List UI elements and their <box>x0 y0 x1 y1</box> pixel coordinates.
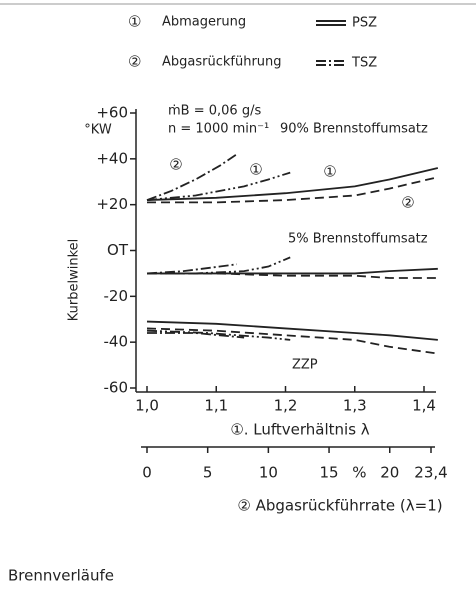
x2-tick-label: 10 <box>259 464 278 482</box>
legend-kind: TSZ <box>351 56 377 71</box>
x-tick-label: 1,0 <box>135 397 159 415</box>
data-line <box>146 167 439 201</box>
x-tick-label: 1,2 <box>274 397 298 415</box>
y-tick-label: -40 <box>104 333 129 351</box>
x2-tick-label: 0 <box>142 464 152 482</box>
legend-kind: PSZ <box>352 16 377 31</box>
y-tick-label: -20 <box>104 287 129 305</box>
legend-label: Abmagerung <box>162 15 246 30</box>
data-line <box>146 153 238 201</box>
y-tick-label: +60 <box>96 104 128 122</box>
y-unit: °KW <box>84 123 112 138</box>
curve-label: ① <box>323 163 336 181</box>
data-line <box>146 327 438 355</box>
y-tick-label: OT <box>107 241 129 259</box>
x-tick-label: 1,3 <box>343 397 367 415</box>
legend-number: ② <box>128 53 141 71</box>
curve-label: ① <box>249 161 262 179</box>
data-line <box>146 171 291 201</box>
annotation: ZZP <box>292 358 318 373</box>
legend-label: Abgasrückführung <box>162 55 282 70</box>
annotation: ṁB = 0,06 g/s <box>168 104 261 119</box>
x2-tick-label: 5 <box>203 464 213 482</box>
data-line <box>147 256 291 275</box>
data-line <box>147 176 439 204</box>
curve-label: ② <box>169 156 182 174</box>
y-axis-title: Kurbelwinkel <box>67 239 82 321</box>
x2-tick-label: 20 <box>380 464 399 482</box>
x-tick-label: 1,1 <box>204 397 228 415</box>
data-line <box>146 263 237 275</box>
x-tick-label: 1,4 <box>412 397 436 415</box>
caption: Brennverläufe <box>8 567 114 585</box>
annotation: n = 1000 min⁻¹ <box>168 122 269 137</box>
annotation: 90% Brennstoffumsatz <box>280 122 428 137</box>
data-line <box>147 272 438 279</box>
legend-number: ① <box>128 13 141 31</box>
x2-unit: % <box>352 464 366 482</box>
x2-axis-title: ② Abgasrückführrate (λ=1) <box>237 497 442 515</box>
y-tick-label: +40 <box>96 149 128 167</box>
x2-tick-label: 15 <box>320 464 339 482</box>
data-line <box>147 332 245 339</box>
curve-label: ② <box>401 194 414 212</box>
x2-tick-label: 23,4 <box>414 464 447 482</box>
data-line <box>146 320 438 341</box>
annotation: 5% Brennstoffumsatz <box>288 232 428 247</box>
y-tick-label: +20 <box>96 195 128 213</box>
data-line <box>146 329 291 341</box>
x-axis-title: ①. Luftverhältnis λ <box>230 421 369 439</box>
y-tick-label: -60 <box>104 379 129 397</box>
